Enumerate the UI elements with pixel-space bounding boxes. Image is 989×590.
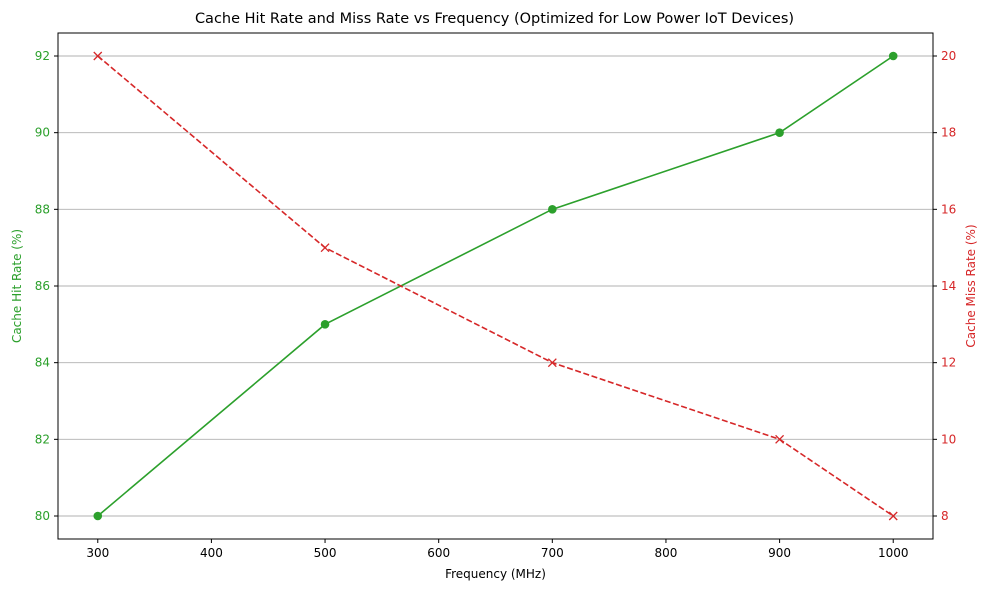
x-axis-label: Frequency (MHz) — [445, 567, 546, 581]
y-left-tick-label: 88 — [35, 202, 50, 216]
grid — [58, 55, 933, 517]
y-right-axis-label: Cache Miss Rate (%) — [964, 224, 978, 347]
y-left-tick-label: 84 — [35, 356, 50, 370]
miss-rate-point — [320, 243, 330, 253]
y-right-tick-label: 10 — [941, 432, 956, 446]
y-right-tick-label: 18 — [941, 126, 956, 140]
x-tick-label: 500 — [314, 546, 337, 560]
y-right-tick-label: 20 — [941, 49, 956, 63]
x-tick-label: 1000 — [878, 546, 909, 560]
chart-title: Cache Hit Rate and Miss Rate vs Frequenc… — [195, 11, 794, 27]
x-tick-label: 800 — [655, 546, 678, 560]
x-tick-label: 700 — [541, 546, 564, 560]
y-left-axis: 80 82 84 86 88 90 92 — [35, 49, 58, 523]
miss-rate-point — [775, 434, 785, 444]
y-left-tick-label: 92 — [35, 49, 50, 63]
hit-rate-point — [548, 205, 557, 214]
y-left-tick-label: 86 — [35, 279, 50, 293]
hit-rate-point — [888, 51, 898, 61]
y-left-tick-label: 90 — [35, 126, 50, 140]
hit-rate-point — [320, 320, 330, 329]
miss-rate-point — [888, 511, 898, 521]
x-tick-label: 400 — [200, 546, 223, 560]
y-left-tick-label: 82 — [35, 432, 50, 446]
hit-rate-point — [775, 128, 784, 137]
x-tick-label: 300 — [86, 546, 109, 560]
x-axis: 300 400 500 600 700 800 900 1000 — [86, 539, 909, 560]
y-right-tick-label: 16 — [941, 202, 956, 216]
y-right-axis: 8 10 12 14 16 18 20 — [933, 49, 956, 523]
x-tick-label: 600 — [427, 546, 450, 560]
y-right-tick-label: 14 — [941, 279, 956, 293]
y-left-tick-label: 80 — [35, 509, 50, 523]
miss-rate-point — [93, 51, 103, 61]
series-layer — [93, 51, 898, 521]
x-tick-label: 900 — [768, 546, 791, 560]
y-left-axis-label: Cache Hit Rate (%) — [10, 229, 24, 343]
y-right-tick-label: 12 — [941, 356, 956, 370]
miss-rate-point — [547, 358, 557, 368]
hit-rate-point — [93, 511, 103, 521]
y-right-tick-label: 8 — [941, 509, 949, 523]
